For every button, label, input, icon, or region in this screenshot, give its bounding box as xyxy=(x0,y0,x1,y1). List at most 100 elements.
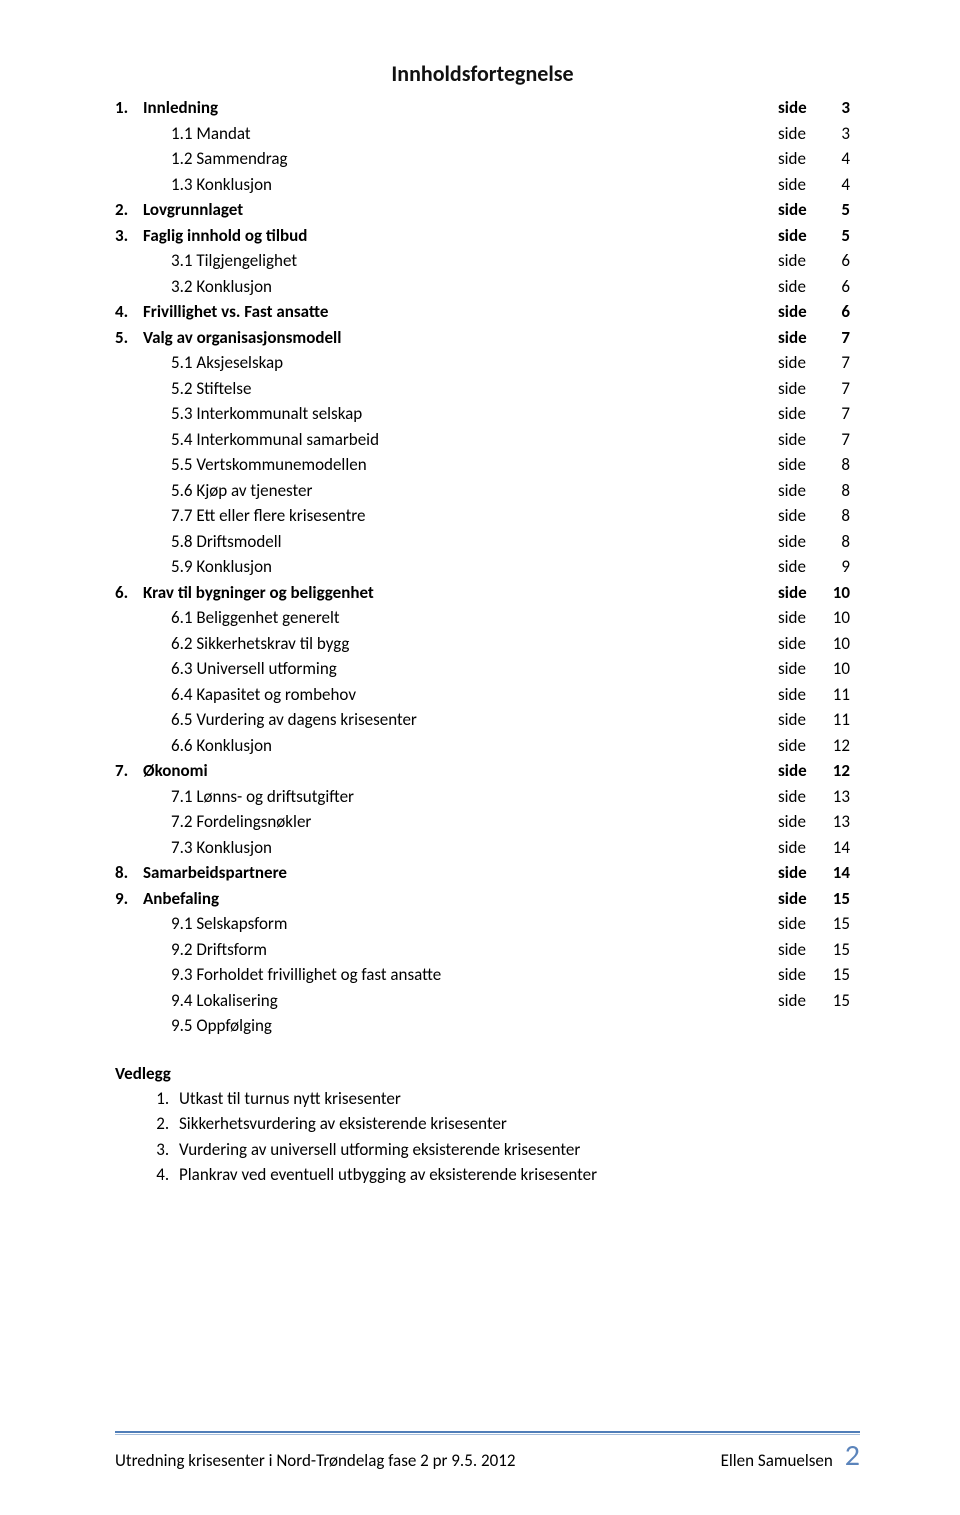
toc-row: 5.3 Interkommunalt selskapside7 xyxy=(115,401,850,427)
footer-divider xyxy=(115,1431,860,1435)
toc-page-number: 6 xyxy=(824,274,850,300)
toc-label: Lovgrunnlaget xyxy=(143,197,778,223)
toc-number xyxy=(115,809,143,835)
toc-page-word: side xyxy=(778,911,824,937)
toc-row: 3.1 Tilgjengelighetside6 xyxy=(115,248,850,274)
toc-number xyxy=(115,707,143,733)
toc-label: 1.2 Sammendrag xyxy=(143,146,778,172)
toc-number xyxy=(115,605,143,631)
toc-number: 6. xyxy=(115,580,143,606)
toc-row: 9.Anbefalingside15 xyxy=(115,886,850,912)
toc-page-number: 7 xyxy=(824,401,850,427)
toc-label: 5.8 Driftsmodell xyxy=(143,529,778,555)
toc-number xyxy=(115,248,143,274)
toc-page-word: side xyxy=(778,835,824,861)
toc-label: 5.9 Konklusjon xyxy=(143,554,778,580)
attachment-item: Utkast til turnus nytt krisesenter xyxy=(173,1086,850,1112)
toc-page-number: 10 xyxy=(824,656,850,682)
toc-number xyxy=(115,784,143,810)
toc-page-number: 5 xyxy=(824,197,850,223)
toc-label: Samarbeidspartnere xyxy=(143,860,778,886)
toc-row: 3.Faglig innhold og tilbudside5 xyxy=(115,223,850,249)
toc-page-word: side xyxy=(778,223,824,249)
toc-label: 5.2 Stiftelse xyxy=(143,376,778,402)
toc-number xyxy=(115,682,143,708)
toc-page-word: side xyxy=(778,121,824,147)
toc-page-word: side xyxy=(778,529,824,555)
toc-row: 7.Økonomiside12 xyxy=(115,758,850,784)
toc-page-word: side xyxy=(778,733,824,759)
toc-page-word: side xyxy=(778,860,824,886)
toc-row: 6.3 Universell utformingside10 xyxy=(115,656,850,682)
toc-page-number: 4 xyxy=(824,172,850,198)
toc-row: 5.6 Kjøp av tjenesterside8 xyxy=(115,478,850,504)
toc-row: 1.2 Sammendragside4 xyxy=(115,146,850,172)
toc-number: 5. xyxy=(115,325,143,351)
toc-page-number: 14 xyxy=(824,860,850,886)
toc-label: 6.3 Universell utforming xyxy=(143,656,778,682)
toc-label: 6.1 Beliggenhet generelt xyxy=(143,605,778,631)
toc-label: 9.3 Forholdet frivillighet og fast ansat… xyxy=(143,962,778,988)
toc-number xyxy=(115,427,143,453)
toc-page-number: 7 xyxy=(824,376,850,402)
toc-page-number: 6 xyxy=(824,248,850,274)
toc-label: 7.1 Lønns- og driftsutgifter xyxy=(143,784,778,810)
toc-label: 9.4 Lokalisering xyxy=(143,988,778,1014)
toc-label: 6.5 Vurdering av dagens krisesenter xyxy=(143,707,778,733)
toc-number: 4. xyxy=(115,299,143,325)
toc-number xyxy=(115,554,143,580)
toc-row: 9.4 Lokaliseringside15 xyxy=(115,988,850,1014)
toc-label: 3.1 Tilgjengelighet xyxy=(143,248,778,274)
toc-number xyxy=(115,631,143,657)
toc-label: 5.1 Aksjeselskap xyxy=(143,350,778,376)
toc-number xyxy=(115,988,143,1014)
toc-label: 1.3 Konklusjon xyxy=(143,172,778,198)
toc-number xyxy=(115,911,143,937)
toc-row: 5.4 Interkommunal samarbeidside7 xyxy=(115,427,850,453)
toc-row: 1.Innledningside3 xyxy=(115,95,850,121)
toc-label: 5.4 Interkommunal samarbeid xyxy=(143,427,778,453)
toc-number: 7. xyxy=(115,758,143,784)
toc-label: 3.2 Konklusjon xyxy=(143,274,778,300)
toc-page-number: 8 xyxy=(824,478,850,504)
toc-page-number: 6 xyxy=(824,299,850,325)
toc-row: 6.Krav til bygninger og beliggenhetside1… xyxy=(115,580,850,606)
toc-label: 6.6 Konklusjon xyxy=(143,733,778,759)
toc-label: Frivillighet vs. Fast ansatte xyxy=(143,299,778,325)
toc-page-number: 14 xyxy=(824,835,850,861)
toc-page-number: 12 xyxy=(824,758,850,784)
toc-page-word: side xyxy=(778,809,824,835)
attachment-item: Sikkerhetsvurdering av eksisterende kris… xyxy=(173,1111,850,1137)
toc-number xyxy=(115,350,143,376)
toc-row: 9.5 Oppfølgingside xyxy=(115,1013,850,1039)
toc-page-word: side xyxy=(778,962,824,988)
table-of-contents: 1.Innledningside31.1 Mandatside31.2 Samm… xyxy=(115,95,850,1039)
toc-row: 7.7 Ett eller flere krisesentreside8 xyxy=(115,503,850,529)
toc-number xyxy=(115,478,143,504)
toc-page-word: side xyxy=(778,682,824,708)
toc-row: 7.3 Konklusjonside14 xyxy=(115,835,850,861)
toc-label: 5.5 Vertskommunemodellen xyxy=(143,452,778,478)
toc-page-number: 7 xyxy=(824,427,850,453)
toc-number: 3. xyxy=(115,223,143,249)
toc-page-number: 10 xyxy=(824,605,850,631)
toc-number: 2. xyxy=(115,197,143,223)
toc-page-word: side xyxy=(778,197,824,223)
toc-page-word: side xyxy=(778,605,824,631)
footer-page-number: 2 xyxy=(845,1441,860,1471)
attachments-heading: Vedlegg xyxy=(115,1063,850,1084)
toc-page-number: 13 xyxy=(824,784,850,810)
toc-row: 9.3 Forholdet frivillighet og fast ansat… xyxy=(115,962,850,988)
toc-row: 6.5 Vurdering av dagens krisesenterside1… xyxy=(115,707,850,733)
attachments-list: Utkast til turnus nytt krisesenterSikker… xyxy=(173,1086,850,1188)
toc-row: 4.Frivillighet vs. Fast ansatteside6 xyxy=(115,299,850,325)
toc-row: 6.1 Beliggenhet genereltside10 xyxy=(115,605,850,631)
toc-page-word: side xyxy=(778,478,824,504)
toc-page-number: 7 xyxy=(824,325,850,351)
toc-row: 6.2 Sikkerhetskrav til byggside10 xyxy=(115,631,850,657)
toc-page-word: side xyxy=(778,350,824,376)
toc-number xyxy=(115,401,143,427)
toc-label: 6.4 Kapasitet og rombehov xyxy=(143,682,778,708)
toc-page-word: side xyxy=(778,707,824,733)
toc-page-word: side xyxy=(778,937,824,963)
